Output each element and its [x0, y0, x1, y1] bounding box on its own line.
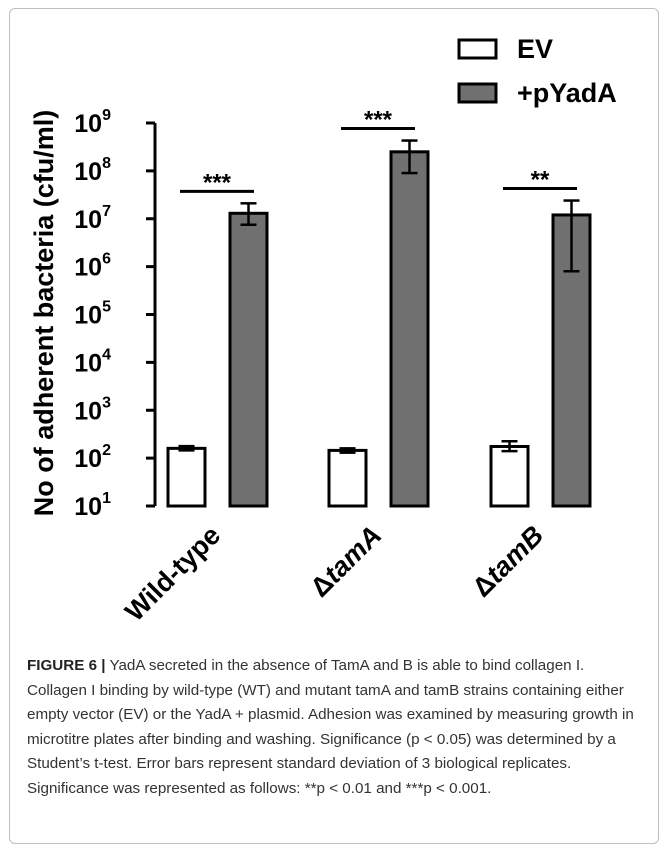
y-tick-label: 103	[74, 394, 111, 425]
y-tick-exponent: 6	[102, 251, 111, 268]
y-tick-exponent: 8	[102, 155, 111, 172]
y-tick-exponent: 5	[102, 299, 111, 316]
y-tick-base: 10	[74, 349, 102, 377]
caption-text: YadA secreted in the absence of TamA and…	[27, 657, 634, 797]
y-tick-label: 109	[74, 107, 111, 138]
y-tick-exponent: 3	[102, 394, 111, 411]
y-tick-exponent: 4	[102, 346, 111, 363]
category-name: tamB	[480, 520, 549, 589]
y-tick-base: 10	[74, 302, 102, 330]
bar-ev	[327, 448, 368, 508]
y-tick-exponent: 2	[102, 442, 111, 459]
y-tick-exponent: 7	[102, 203, 111, 220]
y-tick-base: 10	[74, 254, 102, 282]
y-tick-label: 102	[74, 442, 111, 473]
y-tick-base: 10	[74, 397, 102, 425]
y-tick-label: 101	[74, 490, 111, 521]
y-axis-title: No of adherent bacteria (cfu/ml)	[29, 110, 59, 517]
y-tick-base: 10	[74, 110, 102, 138]
y-tick-base: 10	[74, 493, 102, 521]
bar-ev	[166, 446, 207, 508]
figure-caption: FIGURE 6 | YadA secreted in the absence …	[27, 654, 647, 802]
legend-label: EV	[517, 34, 553, 64]
legend-swatch	[457, 82, 498, 104]
y-tick-label: 104	[74, 346, 111, 377]
y-tick-label: 106	[74, 251, 111, 282]
y-tick-exponent: 1	[102, 490, 111, 507]
y-tick-label: 107	[74, 203, 111, 234]
bar-ev	[489, 444, 530, 508]
y-tick-label: 105	[74, 299, 111, 330]
y-tick-base: 10	[74, 158, 102, 186]
x-category-label: ΔtamA	[305, 520, 388, 603]
y-tick-label: 108	[74, 155, 111, 186]
significance-label: **	[531, 167, 550, 194]
significance-label: ***	[364, 107, 393, 134]
category-name: tamA	[318, 520, 387, 589]
bar-pyada	[389, 150, 430, 508]
legend-swatch	[457, 38, 498, 60]
y-tick-base: 10	[74, 206, 102, 234]
figure-frame	[9, 8, 659, 844]
x-category-label: Wild-type	[119, 520, 226, 627]
y-tick-base: 10	[74, 445, 102, 473]
y-tick-exponent: 9	[102, 107, 111, 124]
x-category-label: ΔtamB	[467, 520, 550, 603]
significance-label: ***	[203, 169, 232, 196]
bar-pyada	[228, 211, 269, 508]
category-name: Wild-type	[119, 520, 226, 627]
legend-label: +pYadA	[517, 78, 617, 108]
caption-label: FIGURE 6 |	[27, 657, 106, 674]
